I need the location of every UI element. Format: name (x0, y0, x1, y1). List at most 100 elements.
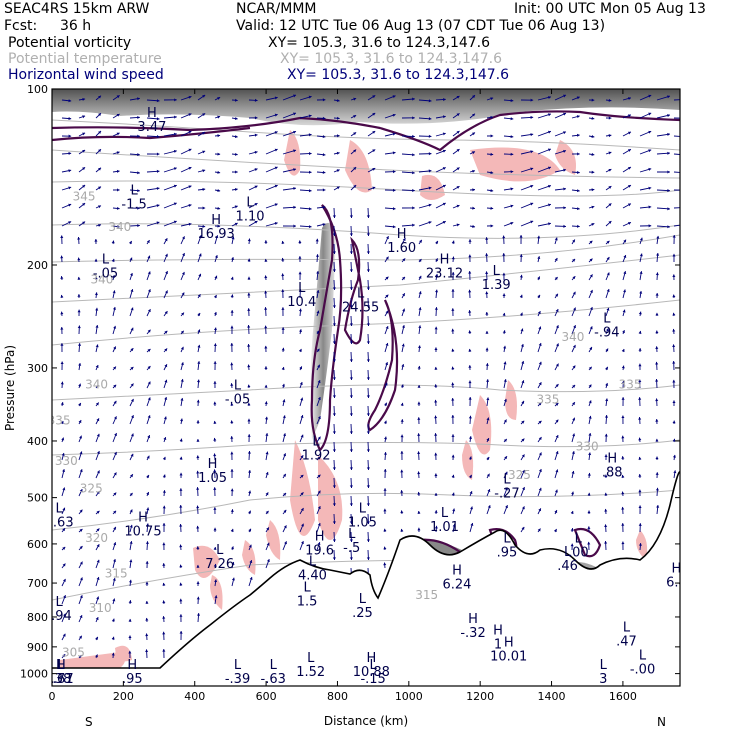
wind-vector-head (468, 397, 472, 400)
wind-vector-head (60, 311, 64, 315)
wind-vector-head (621, 381, 625, 384)
wind-vector-head (299, 382, 303, 385)
wind-vector-head (418, 325, 422, 329)
wind-vector-head (372, 186, 376, 190)
wind-vector-head (577, 170, 580, 174)
wind-vector-head (298, 289, 302, 292)
wind-vector-head (79, 635, 82, 639)
wind-vector-head (308, 114, 312, 118)
y-tick-label: 800 (27, 611, 48, 624)
wind-vector-head (392, 188, 396, 192)
wind-vector-head (332, 557, 336, 560)
wind-vector-head (366, 269, 370, 272)
wind-vector-head (163, 437, 167, 441)
wind-vector-head (147, 415, 151, 419)
wind-vector-head (451, 308, 455, 311)
wind-vector-head (163, 416, 167, 420)
wind-vector-head (182, 253, 185, 256)
wind-vector-head (137, 134, 140, 138)
x-tick-label: 1200 (466, 690, 494, 703)
wind-vector-head (392, 151, 396, 155)
wind-vector-head (434, 347, 438, 350)
wind-vector-head (130, 474, 133, 478)
wind-vector-head (130, 307, 134, 311)
wind-vector-head (181, 312, 184, 316)
theta-contour-label: 305 (62, 646, 85, 660)
wind-vector-head (113, 542, 117, 546)
wind-vector-head (162, 474, 166, 478)
wind-vector-head (435, 289, 439, 293)
wind-vector-head (179, 472, 183, 476)
wind-vector-head (591, 135, 595, 139)
wind-vector-head (317, 474, 321, 478)
extremum-value: .88 (602, 465, 623, 480)
wind-vector-head (274, 148, 278, 152)
wind-vector-head (587, 472, 591, 476)
wind-vector-head (180, 346, 184, 350)
wind-vector-head (231, 257, 235, 261)
wind-vector-head (443, 97, 446, 102)
wind-vector-head (298, 348, 302, 352)
wind-vector-head (247, 402, 251, 406)
wind-vector-head (588, 415, 592, 419)
wind-vector-head (428, 134, 432, 138)
wind-vector-head (249, 560, 253, 564)
wind-vector-head (128, 635, 132, 639)
wind-vector-head (196, 581, 200, 584)
wind-vector-head (230, 451, 234, 455)
wind-vector-head (519, 235, 523, 238)
wind-vector-head (530, 167, 534, 171)
wind-vector-head (372, 131, 376, 134)
wind-vector-head (638, 437, 642, 441)
wind-vector-head (188, 95, 192, 99)
extremum-value: -.63 (261, 672, 286, 687)
wind-vector-head (638, 474, 642, 477)
wind-vector-head (571, 491, 575, 495)
wind-vector-head (182, 236, 185, 240)
wind-vector-head (113, 472, 117, 476)
wind-vector-head (487, 505, 491, 509)
wind-vector-head (392, 95, 396, 99)
wind-vector-head (230, 325, 234, 329)
wind-vectors (60, 94, 686, 659)
wind-vector-head (683, 189, 686, 192)
wind-vector-head (213, 546, 217, 550)
wind-vector-head (400, 469, 404, 473)
extremum-type: L (56, 501, 64, 516)
wind-vector-head (95, 307, 99, 311)
wind-vector-head (485, 330, 489, 334)
wind-vector-head (146, 474, 149, 478)
wind-vector-head (417, 417, 421, 420)
wind-vector-head (349, 215, 353, 218)
extremum-value: 1.10 (236, 210, 265, 225)
extremum-value: 19.6 (305, 543, 334, 558)
wind-vector-head (417, 384, 421, 388)
wind-vector-head (428, 169, 432, 173)
wind-vector-head (214, 595, 218, 599)
wind-vector-head (589, 274, 593, 278)
wind-vector-head (400, 384, 404, 388)
wind-vector-head (179, 598, 183, 602)
wind-vector-head (521, 420, 525, 424)
wind-vector-head (627, 203, 631, 207)
wind-vector-head (608, 221, 612, 224)
wind-vector-head (97, 451, 100, 454)
wind-vector-head (672, 454, 676, 458)
wind-vector-head (179, 544, 183, 548)
wind-vector-head (247, 434, 251, 437)
wind-vector-head (95, 365, 99, 368)
wind-vector-head (96, 596, 100, 600)
wind-vector-head (281, 307, 285, 310)
wind-vector-head (180, 397, 184, 401)
wind-vector-head (366, 431, 370, 434)
wind-vector-head (247, 384, 251, 388)
wind-vector-head (317, 436, 321, 440)
wind-vector-head (62, 507, 66, 511)
wind-vector-head (315, 238, 319, 242)
wind-vector-head (146, 240, 150, 244)
wind-vector-head (196, 487, 200, 490)
wind-vector-head (95, 636, 98, 640)
wind-vector-head (173, 202, 177, 206)
wind-vector-head (486, 456, 490, 460)
extremum-type: L (246, 196, 254, 211)
